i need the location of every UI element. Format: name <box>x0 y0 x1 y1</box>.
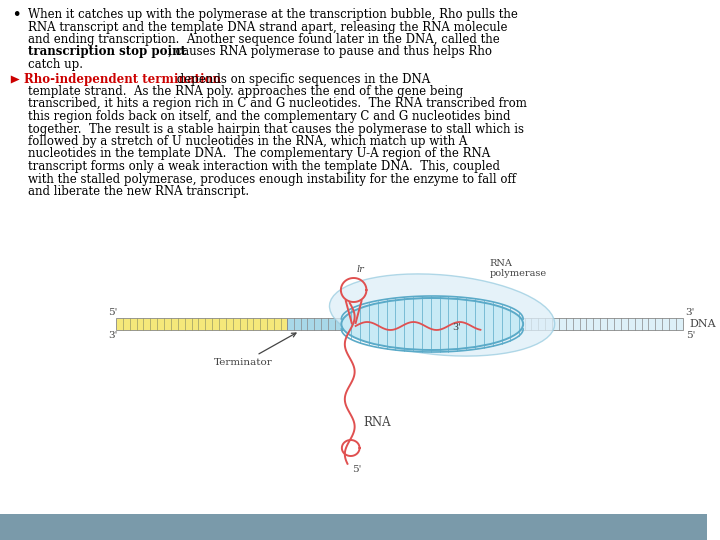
Text: this region folds back on itself, and the complementary C and G nucleotides bind: this region folds back on itself, and th… <box>27 110 510 123</box>
Text: 5': 5' <box>108 308 117 317</box>
Text: RNA: RNA <box>364 415 391 429</box>
Text: RNA transcript and the template DNA strand apart, releasing the RNA molecule: RNA transcript and the template DNA stra… <box>27 21 507 33</box>
Text: depends on specific sequences in the DNA: depends on specific sequences in the DNA <box>173 72 430 85</box>
Text: transcript forms only a weak interaction with the template DNA.  This, coupled: transcript forms only a weak interaction… <box>27 160 500 173</box>
Text: DNA: DNA <box>690 319 716 329</box>
Text: together.  The result is a stable hairpin that causes the polymerase to stall wh: together. The result is a stable hairpin… <box>27 123 523 136</box>
Text: 3': 3' <box>685 308 695 317</box>
Bar <box>116 318 287 330</box>
Text: with the stalled polymerase, produces enough instability for the enzyme to fall : with the stalled polymerase, produces en… <box>27 172 516 186</box>
Text: transcription stop point: transcription stop point <box>27 45 186 58</box>
Text: •: • <box>12 8 20 21</box>
Text: lr: lr <box>356 265 364 274</box>
Bar <box>0 514 707 540</box>
Text: Terminator: Terminator <box>214 333 296 367</box>
Text: followed by a stretch of U nucleotides in the RNA, which match up with A: followed by a stretch of U nucleotides i… <box>27 135 467 148</box>
Ellipse shape <box>330 274 554 356</box>
Text: template strand.  As the RNA poly. approaches the end of the gene being: template strand. As the RNA poly. approa… <box>27 85 463 98</box>
Text: 5': 5' <box>685 331 695 340</box>
Ellipse shape <box>341 298 523 350</box>
Text: and liberate the new RNA transcript.: and liberate the new RNA transcript. <box>27 185 248 198</box>
Text: nucleotides in the template DNA.  The complementary U-A region of the RNA: nucleotides in the template DNA. The com… <box>27 147 490 160</box>
Text: When it catches up with the polymerase at the transcription bubble, Rho pulls th: When it catches up with the polymerase a… <box>27 8 518 21</box>
Text: 5': 5' <box>351 465 361 474</box>
Text: 3': 3' <box>108 331 117 340</box>
Text: Rho-independent termination: Rho-independent termination <box>24 72 220 85</box>
Bar <box>287 318 354 330</box>
Polygon shape <box>11 76 19 84</box>
Text: RNA
polymerase: RNA polymerase <box>489 259 546 278</box>
Text: transcribed, it hits a region rich in C and G nucleotides.  The RNA transcribed : transcribed, it hits a region rich in C … <box>27 98 526 111</box>
Bar <box>511 318 683 330</box>
Text: 3': 3' <box>452 322 461 332</box>
Text: catch up.: catch up. <box>27 58 83 71</box>
Text: and ending transcription.  Another sequence found later in the DNA, called the: and ending transcription. Another sequen… <box>27 33 499 46</box>
Text: , causes RNA polymerase to pause and thus helps Rho: , causes RNA polymerase to pause and thu… <box>168 45 492 58</box>
